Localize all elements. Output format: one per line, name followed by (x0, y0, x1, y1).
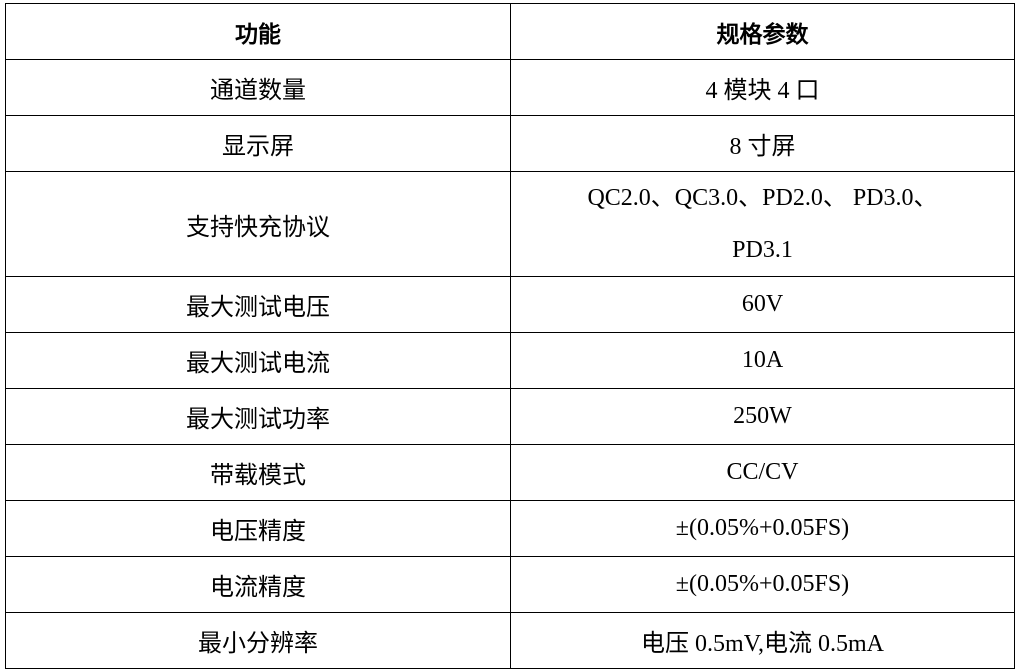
table-row: 电压精度 ±(0.05%+0.05FS) (5, 500, 1015, 557)
spec-table: 功能 规格参数 通道数量 4 模块 4 口显示屏 8 寸屏支持快充协议 QC2.0、Q… (5, 3, 1015, 669)
spec-value: ±(0.05%+0.05FS) (675, 515, 850, 541)
table-row: 最大测试电流 10A (5, 332, 1015, 389)
header-feature: 功能 (5, 3, 511, 60)
spec-cell: CC/CV (510, 444, 1015, 501)
table-row: 最大测试功率 250W (5, 388, 1015, 445)
feature-cell: 带载模式 (5, 444, 511, 501)
feature-cell: 电流精度 (5, 556, 511, 613)
feature-cell: 最大测试电流 (5, 332, 511, 389)
spec-cell: QC2.0、QC3.0、PD2.0、 PD3.0、PD3.1 (510, 171, 1015, 277)
spec-cell: 10A (510, 332, 1015, 389)
spec-cell: ±(0.05%+0.05FS) (510, 500, 1015, 557)
spec-cell: 电压 0.5mV,电流 0.5mA (510, 612, 1015, 669)
spec-cell: 250W (510, 388, 1015, 445)
feature-cell: 显示屏 (5, 115, 511, 172)
spec-value: 250W (733, 403, 792, 429)
table-row: 通道数量 4 模块 4 口 (5, 59, 1015, 116)
feature-cell: 支持快充协议 (5, 171, 511, 277)
spec-value: ±(0.05%+0.05FS) (675, 571, 850, 597)
spec-cell: ±(0.05%+0.05FS) (510, 556, 1015, 613)
table-row: 最小分辨率 电压 0.5mV,电流 0.5mA (5, 612, 1015, 669)
spec-value: QC2.0、QC3.0、PD2.0、 PD3.0、PD3.1 (587, 185, 938, 263)
feature-cell: 最大测试功率 (5, 388, 511, 445)
table-row: 带载模式 CC/CV (5, 444, 1015, 501)
spec-value: 10A (741, 347, 784, 373)
spec-value: 电压 0.5mV,电流 0.5mA (641, 631, 884, 657)
spec-value: 60V (741, 291, 784, 317)
table-row: 电流精度 ±(0.05%+0.05FS) (5, 556, 1015, 613)
table-row: 支持快充协议 QC2.0、QC3.0、PD2.0、 PD3.0、PD3.1 (5, 171, 1015, 277)
spec-cell: 8 寸屏 (510, 115, 1015, 172)
spec-cell: 4 模块 4 口 (510, 59, 1015, 116)
spec-value: CC/CV (726, 459, 799, 485)
spec-cell: 60V (510, 276, 1015, 333)
feature-cell: 最小分辨率 (5, 612, 511, 669)
table-row: 最大测试电压 60V (5, 276, 1015, 333)
spec-value: 8 寸屏 (729, 134, 796, 160)
table-row: 显示屏 8 寸屏 (5, 115, 1015, 172)
spec-value: 4 模块 4 口 (705, 78, 820, 104)
header-row: 功能 规格参数 (5, 3, 1015, 60)
feature-cell: 通道数量 (5, 59, 511, 116)
feature-cell: 电压精度 (5, 500, 511, 557)
feature-cell: 最大测试电压 (5, 276, 511, 333)
header-spec: 规格参数 (510, 3, 1015, 60)
